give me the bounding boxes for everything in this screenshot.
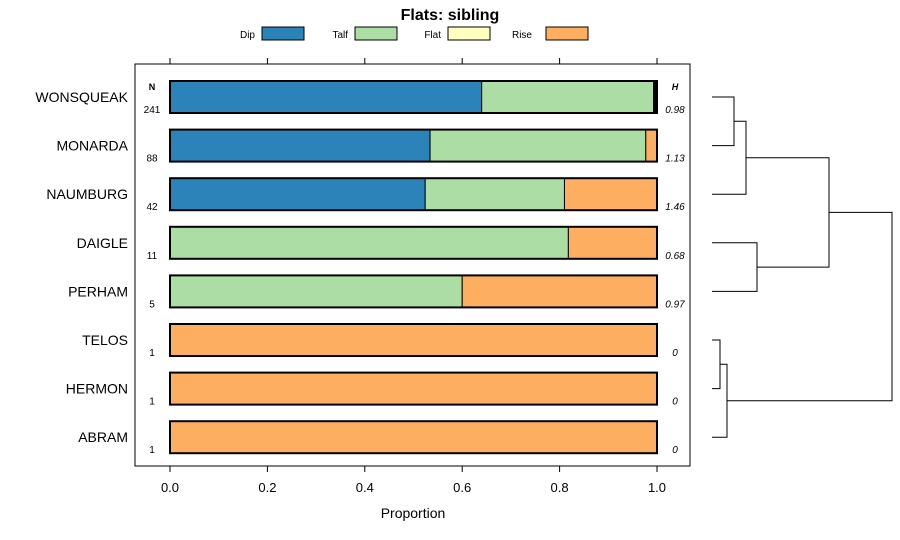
bar-daigle-talf (169, 226, 569, 260)
h-value: 0 (672, 348, 678, 359)
h-value: 0.68 (665, 251, 685, 262)
legend-label-rise: Rise (512, 30, 532, 41)
n-value: 11 (147, 251, 158, 262)
x-axis: 0.0 0.2 0.4 0.6 0.8 1.0 (161, 466, 666, 495)
dendrogram (712, 96, 893, 438)
bar-monarda-dip (169, 129, 431, 163)
bar-outline-naumburg (169, 177, 658, 212)
n-value: 1 (149, 397, 155, 408)
bar-telos-rise (169, 323, 658, 357)
bar-monarda-rise (645, 129, 658, 163)
bar-outline-hermon (169, 371, 658, 406)
legend-swatch-dip (261, 26, 305, 41)
n-value: 5 (149, 299, 155, 310)
dendrogram-branch (727, 211, 893, 402)
bar-outline-monarda (169, 128, 658, 163)
bar-outline-perham (169, 274, 658, 309)
h-value: 0.98 (665, 105, 685, 116)
h-column: 0.98 1.13 1.46 0.68 0.97 0 0 0 (665, 105, 685, 456)
category-label: MONARDA (56, 138, 128, 154)
n-value: 241 (144, 105, 161, 116)
category-label: WONSQUEAK (35, 89, 128, 105)
h-value: 1.46 (665, 202, 685, 213)
dendrogram-branch (746, 157, 830, 268)
legend-swatch-flat (447, 26, 491, 41)
n-header: N (149, 82, 156, 92)
bar-naumburg-dip (169, 177, 426, 211)
n-value: 42 (146, 202, 158, 213)
category-label: TELOS (82, 332, 128, 348)
top-axis (169, 58, 658, 64)
h-header: H (672, 82, 679, 92)
category-label: ABRAM (78, 429, 128, 445)
bar-outline-telos (169, 323, 658, 357)
legend-label-talf: Talf (332, 30, 348, 41)
x-tick-label: 0.6 (453, 480, 471, 495)
bar-wonsqueak-dip (169, 80, 483, 114)
h-value: 0.97 (665, 299, 685, 310)
category-label: HERMON (66, 381, 128, 397)
x-tick-label: 1.0 (648, 480, 666, 495)
bar-naumburg-talf (424, 177, 565, 211)
x-tick-label: 0.4 (356, 480, 374, 495)
h-value: 0 (672, 397, 678, 408)
bar-naumburg-rise (563, 177, 658, 211)
bar-outline-daigle (169, 225, 658, 260)
legend-label-dip: Dip (240, 30, 255, 41)
n-value: 88 (146, 154, 158, 165)
category-label: DAIGLE (77, 235, 128, 251)
legend-label-flat: Flat (424, 30, 441, 41)
x-tick-label: 0.0 (161, 480, 179, 495)
bar-daigle-rise (567, 226, 658, 260)
x-tick-label: 0.8 (551, 480, 569, 495)
legend-swatch-rise (545, 26, 589, 41)
dendrogram-branch (712, 339, 721, 390)
bar-outline-abram (169, 420, 658, 455)
bars (169, 80, 658, 455)
plot-panel (134, 63, 691, 467)
dendrogram-branch (712, 96, 735, 147)
x-axis-title: Proportion (381, 505, 446, 521)
dendrogram-branch (712, 120, 747, 195)
bar-wonsqueak-talf (481, 80, 655, 114)
bar-perham-rise (461, 274, 658, 308)
category-labels: WONSQUEAK MONARDA NAUMBURG DAIGLE PERHAM TELO… (35, 89, 128, 445)
chart-title: Flats: sibling (401, 7, 500, 24)
h-value: 1.13 (665, 154, 685, 165)
bar-monarda-talf (429, 129, 647, 163)
legend: Dip Talf Flat Rise (240, 26, 589, 41)
bar-outline-wonsqueak (169, 80, 658, 114)
dendrogram-branch (712, 242, 758, 292)
category-label: NAUMBURG (46, 186, 128, 202)
bar-abram-rise (169, 420, 658, 454)
h-value: 0 (672, 445, 678, 456)
legend-swatch-talf (354, 26, 398, 41)
category-label: PERHAM (68, 283, 128, 299)
x-tick-label: 0.2 (258, 480, 276, 495)
n-value: 1 (149, 348, 155, 359)
bar-perham-talf (169, 274, 463, 308)
bar-hermon-rise (169, 372, 658, 406)
n-value: 1 (149, 445, 155, 456)
